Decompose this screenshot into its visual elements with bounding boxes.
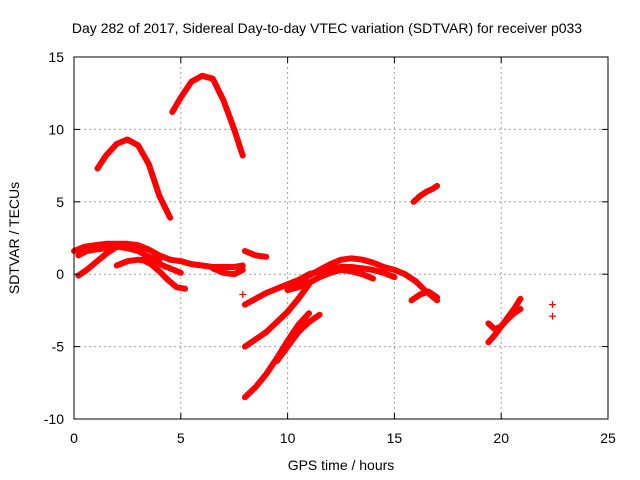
grid-lines <box>74 57 608 419</box>
series-arc-e <box>75 243 120 279</box>
x-tick-label-5: 25 <box>600 430 616 446</box>
series-arc-s <box>485 306 524 333</box>
series-arc-n <box>273 311 323 365</box>
x-tick-label-2: 10 <box>280 430 296 446</box>
series-arc-b <box>169 72 246 159</box>
y-tick-label-3: 5 <box>56 194 64 210</box>
y-tick-label-0: -10 <box>44 411 64 427</box>
x-tick-label-0: 0 <box>70 430 78 446</box>
y-axis-label: SDTVAR / TECUs <box>6 182 22 294</box>
x-tick-label-3: 15 <box>387 430 403 446</box>
y-tick-label-5: 15 <box>48 49 64 65</box>
isolated-points <box>239 290 556 320</box>
data-point-1 <box>548 301 556 309</box>
y-tick-label-1: -5 <box>52 339 65 355</box>
x-axis-label: GPS time / hours <box>288 457 395 473</box>
data-point-0 <box>239 290 247 298</box>
series-arc-p <box>408 288 441 304</box>
series-arc-l <box>241 281 312 350</box>
axis-ticks: 0 5 10 15 20 25 -10 -5 0 5 10 15 <box>44 49 616 446</box>
x-tick-label-4: 20 <box>493 430 509 446</box>
series-arc-h <box>209 265 246 278</box>
x-tick-label-1: 5 <box>177 430 185 446</box>
series-arc-i <box>241 248 270 260</box>
data-point-2 <box>548 312 556 320</box>
series-arc-q <box>410 182 441 205</box>
series-arc-k <box>284 255 441 304</box>
series-arc-o <box>284 266 376 294</box>
data-series <box>71 72 524 401</box>
plot-frame <box>73 56 609 420</box>
y-tick-label-2: 0 <box>56 266 64 282</box>
series-arc-a <box>94 136 174 221</box>
series-arc-g <box>139 256 189 292</box>
y-tick-label-4: 10 <box>48 121 64 137</box>
chart-title: Day 282 of 2017, Sidereal Day-to-day VTE… <box>72 20 582 36</box>
